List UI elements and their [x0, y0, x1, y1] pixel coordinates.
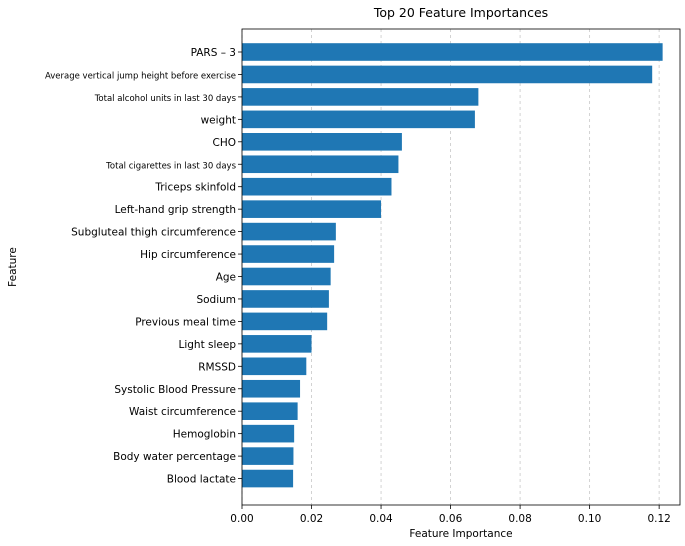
y-tick-label: Subgluteal thigh circumference [71, 227, 236, 239]
x-tick-labels: 0.00 0.02 0.04 0.06 0.08 0.10 0.12 [230, 505, 671, 525]
y-tick-labels: PARS – 3 Average vertical jump height bef… [45, 47, 242, 486]
bar [242, 290, 329, 308]
bar [242, 133, 402, 151]
bar [242, 469, 294, 488]
bar [242, 447, 294, 465]
y-tick-label: Hip circumference [140, 249, 236, 261]
bar [242, 222, 336, 241]
x-axis-title: Feature Importance [409, 528, 512, 540]
bar [242, 200, 382, 218]
y-tick-label: Triceps skinfold [154, 182, 236, 194]
y-tick-label: Average vertical jump height before exer… [45, 71, 236, 81]
bar [242, 357, 307, 376]
x-tick-label: 0.06 [439, 513, 463, 525]
bar [242, 424, 295, 443]
bar [242, 312, 328, 331]
x-tick-label: 0.08 [508, 513, 531, 525]
y-tick-label: Blood lactate [167, 474, 236, 486]
bar [242, 267, 331, 286]
bar [242, 335, 312, 353]
bars [242, 43, 663, 488]
x-tick-label: 0.12 [647, 513, 670, 525]
y-tick-label: Sodium [196, 294, 236, 306]
y-tick-label: Hemoglobin [173, 429, 236, 441]
y-axis-title: Feature [7, 247, 19, 287]
y-tick-label: Total alcohol units in last 30 days [94, 94, 237, 104]
y-tick-label: Light sleep [178, 339, 236, 351]
bar [242, 155, 399, 174]
bar [242, 43, 663, 61]
bar [242, 379, 301, 398]
y-tick-label: Systolic Blood Pressure [114, 384, 236, 396]
y-tick-label: Waist circumference [129, 406, 236, 418]
y-tick-label: Total cigarettes in last 30 days [105, 161, 236, 171]
bar [242, 177, 392, 196]
plot-frame [241, 28, 681, 506]
y-tick-label: PARS – 3 [191, 47, 236, 59]
y-tick-label: Left-hand grip strength [115, 204, 236, 216]
x-tick-label: 0.00 [230, 513, 253, 525]
y-tick-label: Previous meal time [135, 316, 236, 328]
bar [242, 245, 335, 263]
y-tick-label: weight [201, 114, 236, 126]
grid-lines [241, 29, 660, 505]
bar [242, 65, 653, 84]
bar [242, 110, 475, 129]
y-tick-label: Body water percentage [113, 451, 236, 463]
x-tick-label: 0.10 [578, 513, 601, 525]
y-tick-label: Age [216, 272, 236, 284]
chart-title: Top 20 Feature Importances [373, 5, 548, 20]
bar [242, 88, 479, 106]
y-tick-label: RMSSD [198, 361, 236, 373]
bar [242, 402, 298, 420]
x-tick-label: 0.04 [369, 513, 393, 525]
x-tick-label: 0.02 [300, 513, 323, 525]
y-tick-label: CHO [213, 137, 237, 149]
